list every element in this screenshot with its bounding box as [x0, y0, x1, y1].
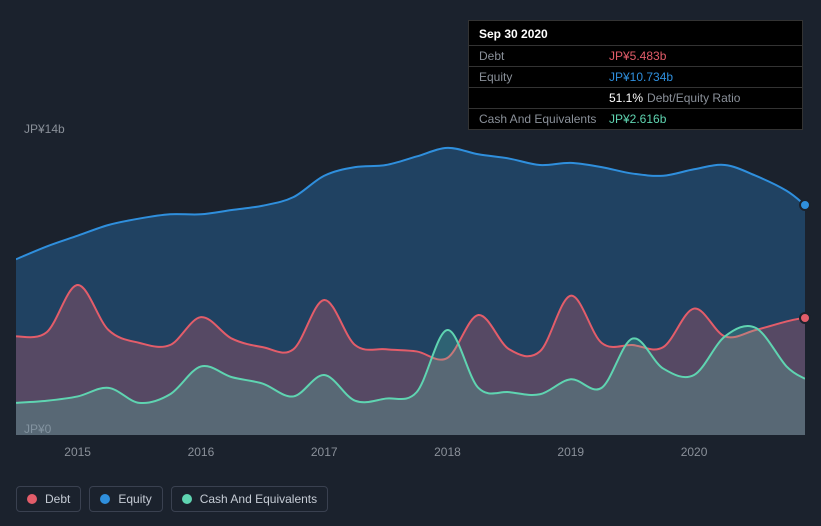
tooltip-row-label [479, 91, 609, 105]
tooltip-row: Cash And EquivalentsJP¥2.616b [469, 108, 802, 129]
tooltip-row-extra: Debt/Equity Ratio [647, 91, 740, 105]
legend-dot-icon [100, 494, 110, 504]
legend-label: Equity [118, 492, 151, 506]
tooltip-row-value: 51.1% [609, 91, 643, 105]
x-axis-tick: 2018 [434, 445, 461, 459]
legend-label: Debt [45, 492, 70, 506]
x-axis-tick: 2015 [64, 445, 91, 459]
tooltip-row: 51.1% Debt/Equity Ratio [469, 87, 802, 108]
tooltip-row-value: JP¥2.616b [609, 112, 666, 126]
y-axis-label-top: JP¥14b [24, 122, 65, 136]
tooltip-row-value: JP¥5.483b [609, 49, 666, 63]
tooltip-row: DebtJP¥5.483b [469, 45, 802, 66]
tooltip-row-label: Debt [479, 49, 609, 63]
tooltip-row-label: Cash And Equivalents [479, 112, 609, 126]
chart-area [16, 135, 805, 435]
x-axis-tick: 2017 [311, 445, 338, 459]
legend-item[interactable]: Debt [16, 486, 81, 512]
area-chart-svg [16, 135, 805, 435]
chart-legend: Debt Equity Cash And Equivalents [16, 486, 328, 512]
legend-dot-icon [27, 494, 37, 504]
series-end-marker [799, 199, 811, 211]
series-end-marker [799, 312, 811, 324]
tooltip-date: Sep 30 2020 [469, 27, 802, 45]
x-axis-tick: 2019 [557, 445, 584, 459]
legend-dot-icon [182, 494, 192, 504]
chart-tooltip: Sep 30 2020 DebtJP¥5.483bEquityJP¥10.734… [468, 20, 803, 130]
tooltip-row-value: JP¥10.734b [609, 70, 673, 84]
x-axis-tick: 2020 [681, 445, 708, 459]
legend-item[interactable]: Equity [89, 486, 162, 512]
legend-label: Cash And Equivalents [200, 492, 317, 506]
tooltip-row-label: Equity [479, 70, 609, 84]
legend-item[interactable]: Cash And Equivalents [171, 486, 328, 512]
tooltip-row: EquityJP¥10.734b [469, 66, 802, 87]
x-axis-tick: 2016 [188, 445, 215, 459]
